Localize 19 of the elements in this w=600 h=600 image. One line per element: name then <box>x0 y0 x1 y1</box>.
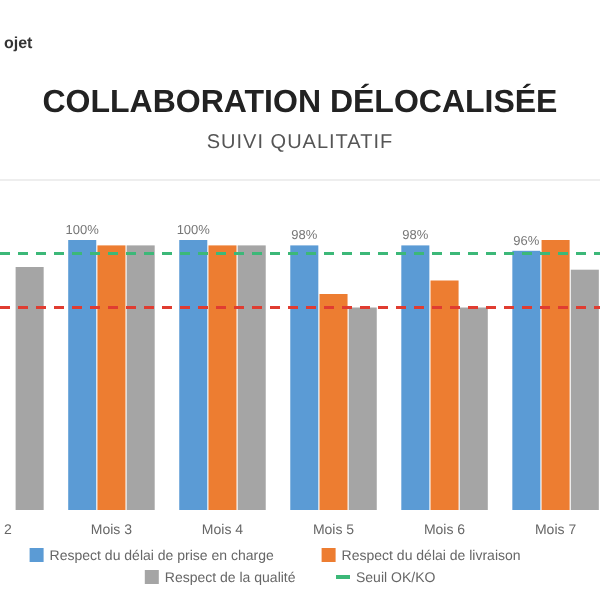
bar <box>512 250 541 510</box>
chart-subtitle: SUIVI QUALITATIF <box>206 132 394 154</box>
chart-title: COLLABORATION DÉLOCALISÉE <box>42 82 559 120</box>
bar <box>15 267 44 510</box>
bar <box>68 240 97 510</box>
bar <box>348 307 377 510</box>
text: ojet <box>4 34 34 52</box>
bar <box>459 307 488 510</box>
bar <box>541 240 570 510</box>
bar <box>97 245 126 510</box>
bar <box>319 294 348 510</box>
bar <box>208 245 237 510</box>
bar <box>237 245 266 510</box>
bar <box>570 269 599 510</box>
bar <box>290 245 319 510</box>
bar <box>179 240 208 510</box>
bar <box>430 280 459 510</box>
bar <box>401 245 430 510</box>
bar <box>126 245 155 510</box>
